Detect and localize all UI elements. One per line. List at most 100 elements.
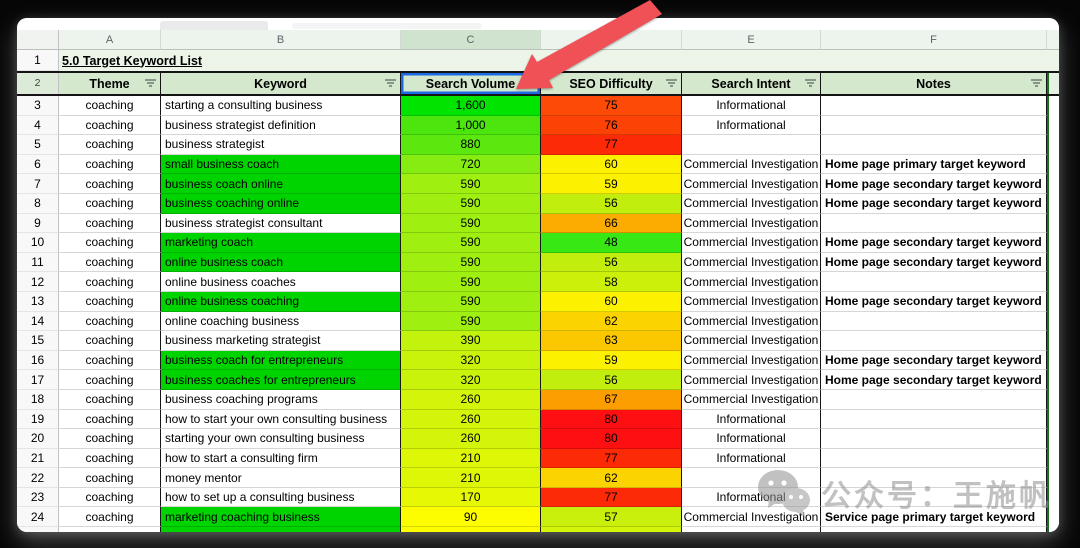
cell-keyword[interactable]: starting your own consulting business (161, 429, 401, 449)
cell-search-intent[interactable] (682, 135, 821, 155)
column-header-d[interactable]: D (541, 30, 682, 50)
filter-icon[interactable] (144, 78, 156, 89)
cell-keyword[interactable]: online business coach (161, 252, 401, 273)
cell-search-volume[interactable]: 1,600 (401, 96, 541, 116)
cell-keyword[interactable]: online business coaches (161, 272, 401, 292)
cell-seo-difficulty[interactable]: 58 (541, 272, 682, 292)
row-number[interactable]: 15 (17, 331, 59, 351)
cell-notes[interactable] (821, 272, 1047, 292)
row-number[interactable]: 11 (17, 252, 59, 273)
header-theme[interactable]: Theme (59, 73, 161, 94)
cell-notes[interactable]: Home page primary target keyword (821, 154, 1047, 175)
row-number[interactable]: 4 (17, 115, 59, 136)
cell-seo-difficulty[interactable]: 60 (541, 291, 682, 312)
row-number[interactable]: 3 (17, 96, 59, 116)
row-number[interactable]: 13 (17, 291, 59, 312)
cell-search-volume[interactable]: 590 (401, 291, 541, 312)
cell-search-volume[interactable]: 590 (401, 252, 541, 273)
cell-theme[interactable]: coaching (59, 370, 161, 390)
cell-search-intent[interactable]: Informational (682, 96, 821, 116)
column-header-f[interactable]: F (821, 30, 1047, 50)
cell-search-volume[interactable]: 1,000 (401, 115, 541, 136)
cell-notes[interactable]: Home page secondary target keyword (821, 370, 1047, 390)
cell-keyword[interactable]: business marketing strategist (161, 331, 401, 351)
cell-seo-difficulty[interactable]: 77 (541, 135, 682, 155)
cell-keyword[interactable]: business coaches for entrepreneurs (161, 370, 401, 390)
cell-theme[interactable]: coaching (59, 487, 161, 508)
cell-notes[interactable] (821, 448, 1047, 469)
cell-seo-difficulty[interactable]: 60 (541, 154, 682, 175)
cell-seo-difficulty[interactable]: 80 (541, 409, 682, 430)
cell-notes[interactable] (821, 487, 1047, 508)
cell-notes[interactable]: Home page secondary target keyword (821, 193, 1047, 214)
cell-keyword[interactable]: online business coaching (161, 291, 401, 312)
cell-keyword[interactable]: business strategist consultant (161, 213, 401, 234)
cell-search-intent[interactable]: Commercial Investigation (682, 507, 821, 528)
cell-keyword[interactable]: business strategist definition (161, 115, 401, 136)
cell-theme[interactable]: coaching (59, 389, 161, 410)
cell-notes[interactable]: Home page secondary target keyword (821, 291, 1047, 312)
sheet-title-cell[interactable]: 5.0 Target Keyword List (59, 50, 1059, 71)
column-header-e[interactable]: E (682, 30, 821, 50)
cell-seo-difficulty[interactable]: 80 (541, 429, 682, 449)
cell-search-intent[interactable]: Commercial Investigation (682, 174, 821, 194)
cell-keyword[interactable]: business coach online (161, 174, 401, 194)
cell-seo-difficulty[interactable]: 59 (541, 174, 682, 194)
cell-search-volume[interactable]: 590 (401, 193, 541, 214)
row-number[interactable]: 5 (17, 135, 59, 155)
cell-seo-difficulty[interactable]: 62 (541, 311, 682, 332)
row-number[interactable]: 19 (17, 409, 59, 430)
cell-seo-difficulty[interactable]: 63 (541, 331, 682, 351)
cell-search-intent[interactable]: Commercial Investigation (682, 331, 821, 351)
cell-keyword[interactable]: business strategist (161, 135, 401, 155)
row-number[interactable]: 21 (17, 448, 59, 469)
cell-search-intent[interactable]: Commercial Investigation (682, 370, 821, 390)
cell-search-intent[interactable]: Informational (682, 409, 821, 430)
cell-search-volume[interactable]: 170 (401, 487, 541, 508)
cell-notes[interactable] (821, 311, 1047, 332)
cell-theme[interactable]: coaching (59, 507, 161, 528)
cell-theme[interactable]: coaching (59, 213, 161, 234)
cell-seo-difficulty[interactable]: 77 (541, 487, 682, 508)
header-search-volume-selected-cell[interactable]: Search Volume (401, 73, 541, 94)
column-header-b[interactable]: B (161, 30, 401, 50)
row-number[interactable]: 7 (17, 174, 59, 194)
row-number[interactable]: 22 (17, 468, 59, 488)
cell-notes[interactable] (821, 115, 1047, 136)
cell-search-intent[interactable]: Commercial Investigation (682, 272, 821, 292)
cell-seo-difficulty[interactable]: 62 (541, 468, 682, 488)
column-header-a[interactable]: A (59, 30, 161, 50)
cell-search-intent[interactable]: Commercial Investigation (682, 311, 821, 332)
cell-keyword[interactable]: business coaching online (161, 193, 401, 214)
cell-seo-difficulty[interactable]: 56 (541, 252, 682, 273)
cell-search-volume[interactable]: 210 (401, 468, 541, 488)
cell-theme[interactable]: coaching (59, 468, 161, 488)
cell-search-volume[interactable]: 90 (401, 507, 541, 528)
cell-theme[interactable]: coaching (59, 409, 161, 430)
row-number[interactable]: 1 (17, 50, 59, 71)
cell-notes[interactable] (821, 96, 1047, 116)
cell-notes[interactable]: Home page secondary target keyword (821, 252, 1047, 273)
cell-theme[interactable]: coaching (59, 252, 161, 273)
header-seo-difficulty[interactable]: SEO Difficulty (541, 73, 682, 94)
cell-keyword[interactable]: online coaching business (161, 311, 401, 332)
row-number[interactable]: 18 (17, 389, 59, 410)
cell-search-intent[interactable]: Informational (682, 448, 821, 469)
cell-search-intent[interactable]: Commercial Investigation (682, 389, 821, 410)
cell-search-volume[interactable]: 590 (401, 272, 541, 292)
cell-theme[interactable]: coaching (59, 154, 161, 175)
filter-icon[interactable] (665, 78, 677, 89)
cell-theme[interactable]: coaching (59, 448, 161, 469)
row-number[interactable]: 14 (17, 311, 59, 332)
row-number[interactable]: 16 (17, 350, 59, 371)
cell-keyword[interactable]: marketing coach (161, 233, 401, 253)
cell-keyword[interactable]: business coaching programs (161, 389, 401, 410)
filter-icon[interactable] (804, 78, 816, 89)
cell-notes[interactable] (821, 135, 1047, 155)
filter-icon[interactable] (384, 78, 396, 89)
cell-seo-difficulty[interactable]: 67 (541, 389, 682, 410)
cell-search-volume[interactable]: 590 (401, 213, 541, 234)
cell-seo-difficulty[interactable]: 59 (541, 350, 682, 371)
cell-search-intent[interactable]: Informational (682, 487, 821, 508)
cell-search-intent[interactable]: Commercial Investigation (682, 193, 821, 214)
